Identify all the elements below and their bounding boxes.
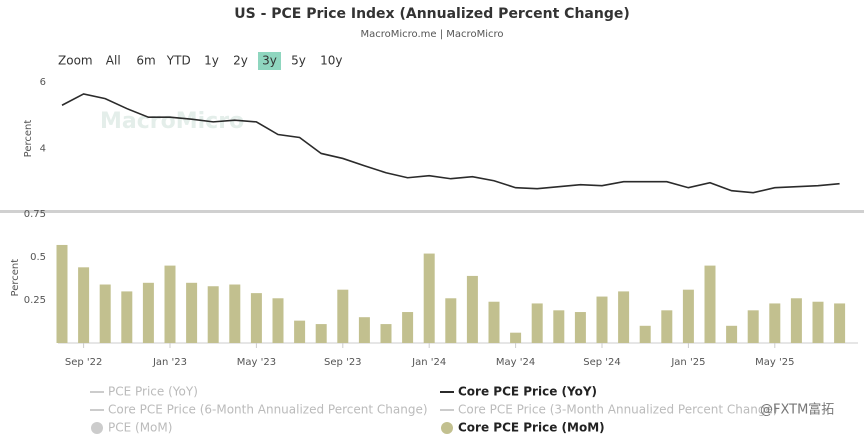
x-tick-label: May '25 (755, 357, 794, 368)
bar (56, 244, 68, 343)
bar (142, 282, 154, 343)
bar (337, 289, 349, 343)
bar (121, 291, 133, 343)
y-tick-label: 0.75 (24, 209, 46, 220)
bar (639, 325, 651, 343)
bar (99, 284, 111, 343)
legend-label[interactable]: Core PCE Price (6-Month Annualized Perce… (108, 403, 428, 417)
legend-label[interactable]: Core PCE Price (3-Month Annualized Perce… (458, 403, 778, 417)
bar (834, 303, 846, 343)
bar (207, 286, 219, 343)
bar (769, 303, 781, 343)
bar (272, 298, 284, 343)
chart-subtitle: MacroMicro.me | MacroMicro (361, 29, 504, 40)
bar (618, 291, 630, 343)
x-tick-label: Sep '22 (65, 357, 103, 368)
zoom-button[interactable]: 6m (136, 54, 155, 68)
x-tick-label: Jan '24 (411, 357, 446, 368)
legend-label[interactable]: PCE Price (YoY) (108, 385, 198, 399)
legend-label[interactable]: Core PCE Price (YoY) (458, 385, 597, 399)
bar (358, 317, 370, 343)
bar (682, 289, 694, 343)
legend-label[interactable]: PCE (MoM) (108, 421, 172, 435)
x-tick-label: May '24 (496, 357, 535, 368)
bar (531, 303, 543, 343)
zoom-button[interactable]: 10y (320, 54, 342, 68)
legend-label[interactable]: Core PCE Price (MoM) (458, 421, 605, 435)
bar (488, 301, 500, 343)
bar (553, 310, 565, 343)
bar (596, 296, 608, 343)
bar (315, 324, 327, 343)
y-axis-label: Percent (23, 120, 34, 158)
bar (747, 310, 759, 343)
x-tick-label: Sep '23 (324, 357, 362, 368)
bar (661, 310, 673, 343)
bar (294, 320, 306, 343)
y-tick-label: 0.25 (24, 295, 46, 306)
y-tick-label: 4 (40, 143, 46, 154)
bar (726, 325, 738, 343)
bar (78, 267, 90, 343)
bar (790, 298, 802, 343)
y-tick-label: 6 (40, 77, 46, 88)
zoom-button[interactable]: All (106, 54, 121, 68)
x-tick-label: Jan '23 (152, 357, 187, 368)
bar (229, 284, 241, 343)
zoom-button[interactable]: 3y (262, 54, 277, 68)
x-tick-label: Jan '25 (670, 357, 705, 368)
x-tick-label: Sep '24 (583, 357, 621, 368)
bar (510, 332, 522, 343)
bar (812, 301, 824, 343)
panel-separator (0, 210, 864, 213)
bar (466, 275, 478, 343)
bar (445, 298, 457, 343)
zoom-button[interactable]: 5y (291, 54, 306, 68)
legend-symbol[interactable] (441, 422, 453, 434)
bar (402, 312, 414, 343)
x-tick-label: May '23 (237, 357, 276, 368)
y-tick-label: 0.5 (30, 252, 46, 263)
corner-mark: @FXTM富拓 (760, 402, 834, 418)
bar (164, 265, 176, 343)
legend-symbol[interactable] (91, 422, 103, 434)
line-series (61, 93, 840, 194)
bar (704, 265, 716, 343)
zoom-button[interactable]: 2y (233, 54, 248, 68)
zoom-button-bg[interactable] (258, 52, 281, 70)
bar (186, 282, 198, 343)
y-axis-label: Percent (10, 259, 21, 297)
chart-title: US - PCE Price Index (Annualized Percent… (234, 6, 630, 22)
zoom-button[interactable]: YTD (166, 54, 191, 68)
bar (423, 253, 435, 343)
zoom-button[interactable]: 1y (204, 54, 219, 68)
bar (380, 324, 392, 343)
zoom-label: Zoom (58, 54, 93, 68)
bar (250, 293, 262, 343)
bar (574, 312, 586, 343)
